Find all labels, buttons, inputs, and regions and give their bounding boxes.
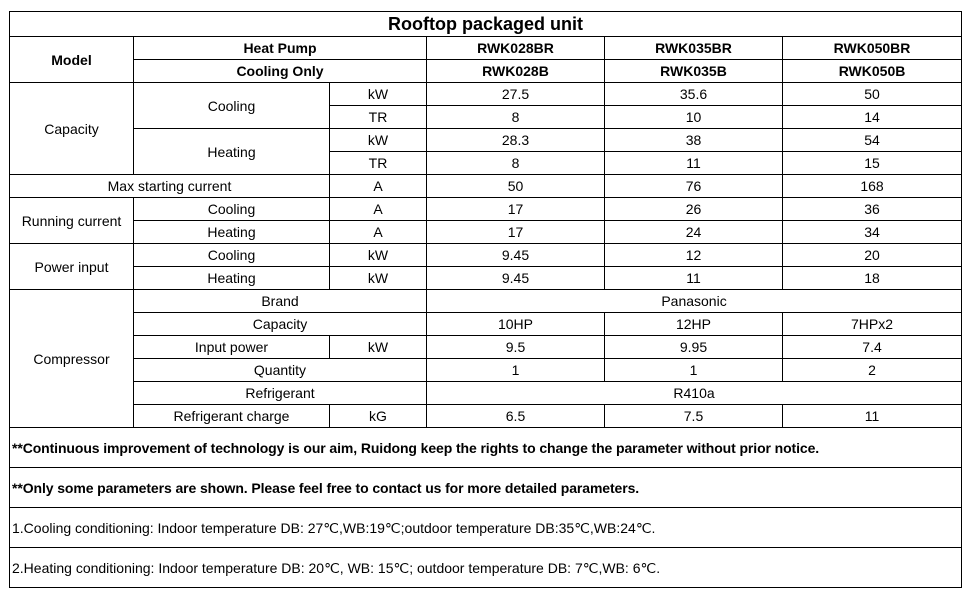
note-heating-conditions: 2.Heating conditioning: Indoor temperatu… xyxy=(8,547,963,588)
value-cell: 76 xyxy=(604,174,783,198)
refrigerant-charge-label: Refrigerant charge xyxy=(133,404,330,428)
value-cell: 8 xyxy=(426,151,605,175)
sub-label: Cooling xyxy=(133,243,330,267)
unit-cell: kW xyxy=(329,266,427,290)
value-cell: 1 xyxy=(604,358,783,382)
value-cell: 12 xyxy=(604,243,783,267)
value-cell: 9.45 xyxy=(426,243,605,267)
unit-cell: kW xyxy=(329,335,427,359)
value-cell: 50 xyxy=(426,174,605,198)
unit-cell: kW xyxy=(329,82,427,106)
value-cell: 50 xyxy=(781,82,963,106)
note-parameters: **Only some parameters are shown. Please… xyxy=(8,467,963,508)
max-starting-label: Max starting current xyxy=(9,174,330,198)
value-cell: 11 xyxy=(604,266,783,290)
value-cell: 10 xyxy=(604,105,783,129)
capacity-heating-label: Heating xyxy=(133,128,330,175)
value-cell: 9.95 xyxy=(604,335,783,359)
refrigerant-value: R410a xyxy=(425,381,963,405)
model-label: Model xyxy=(9,36,134,83)
unit-cell: kG xyxy=(329,404,427,428)
unit-cell: kW xyxy=(329,243,427,267)
value-cell: 11 xyxy=(604,151,783,175)
value-cell: 27.5 xyxy=(426,82,605,106)
unit-cell: A xyxy=(329,197,427,221)
model-cell: RWK050B xyxy=(781,59,963,83)
sub-label: Heating xyxy=(133,266,330,290)
input-power-label: Input power xyxy=(133,335,330,359)
running-current-label: Running current xyxy=(9,197,134,244)
power-input-label: Power input xyxy=(9,243,134,290)
compressor-capacity-label: Capacity xyxy=(133,312,427,336)
value-cell: 7HPx2 xyxy=(781,312,963,336)
unit-cell: A xyxy=(329,220,427,244)
value-cell: 8 xyxy=(426,105,605,129)
unit-cell: A xyxy=(329,174,427,198)
unit-cell: kW xyxy=(329,128,427,152)
value-cell: 10HP xyxy=(426,312,605,336)
value-cell: 9.45 xyxy=(426,266,605,290)
value-cell: 26 xyxy=(604,197,783,221)
value-cell: 1 xyxy=(426,358,605,382)
value-cell: 17 xyxy=(426,220,605,244)
compressor-label: Compressor xyxy=(9,289,134,428)
value-cell: 2 xyxy=(781,358,963,382)
value-cell: 15 xyxy=(781,151,963,175)
value-cell: 7.4 xyxy=(781,335,963,359)
brand-value: Panasonic xyxy=(425,289,963,313)
model-cell: RWK035BR xyxy=(604,36,783,60)
value-cell: 54 xyxy=(781,128,963,152)
sub-label: Heating xyxy=(133,220,330,244)
model-cell: RWK028B xyxy=(426,59,605,83)
unit-cell: TR xyxy=(329,105,427,129)
unit-cell: TR xyxy=(329,151,427,175)
value-cell: 20 xyxy=(781,243,963,267)
value-cell: 6.5 xyxy=(426,404,605,428)
cooling-only-label: Cooling Only xyxy=(133,59,427,83)
value-cell: 168 xyxy=(781,174,963,198)
heat-pump-label: Heat Pump xyxy=(133,36,427,60)
value-cell: 12HP xyxy=(604,312,783,336)
value-cell: 9.5 xyxy=(426,335,605,359)
value-cell: 38 xyxy=(604,128,783,152)
value-cell: 14 xyxy=(781,105,963,129)
model-cell: RWK028BR xyxy=(426,36,605,60)
spec-table: Rooftop packaged unit Model Heat Pump RW… xyxy=(8,11,963,588)
value-cell: 11 xyxy=(781,404,963,428)
value-cell: 34 xyxy=(781,220,963,244)
note-disclaimer: **Continuous improvement of technology i… xyxy=(8,427,963,468)
value-cell: 28.3 xyxy=(426,128,605,152)
value-cell: 24 xyxy=(604,220,783,244)
model-cell: RWK035B xyxy=(604,59,783,83)
capacity-label: Capacity xyxy=(9,82,134,175)
sub-label: Cooling xyxy=(133,197,330,221)
note-cooling-conditions: 1.Cooling conditioning: Indoor temperatu… xyxy=(8,507,963,548)
table-title: Rooftop packaged unit xyxy=(8,11,963,37)
value-cell: 7.5 xyxy=(604,404,783,428)
brand-label: Brand xyxy=(133,289,427,313)
value-cell: 18 xyxy=(781,266,963,290)
value-cell: 36 xyxy=(781,197,963,221)
capacity-cooling-label: Cooling xyxy=(133,82,330,129)
quantity-label: Quantity xyxy=(133,358,427,382)
model-cell: RWK050BR xyxy=(781,36,963,60)
value-cell: 17 xyxy=(426,197,605,221)
value-cell: 35.6 xyxy=(604,82,783,106)
refrigerant-label: Refrigerant xyxy=(133,381,427,405)
